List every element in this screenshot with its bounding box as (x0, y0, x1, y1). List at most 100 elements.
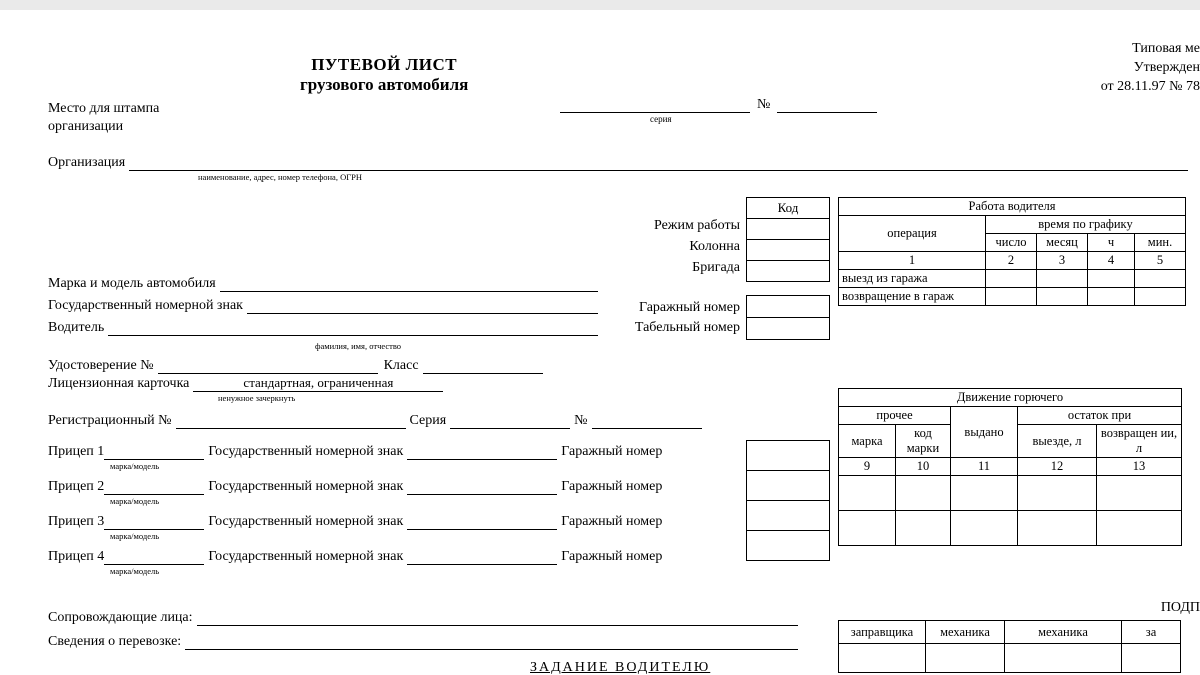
signature-table: заправщика механика механика за (838, 620, 1181, 673)
trailers-block: Прицеп 1 Государственный номерной знак Г… (48, 444, 828, 584)
code-labels: Режим работы Колонна Бригада (620, 215, 740, 278)
trailer-garage-label: Гаражный номер (557, 444, 666, 460)
trailer-label: Прицеп 3 (48, 514, 104, 530)
trailer-note: марка/модель (110, 566, 828, 576)
stamp-line1: Место для штампа (48, 100, 159, 118)
vehicle-details: Марка и модель автомобиля Государственны… (48, 276, 598, 355)
code-row-label: Бригада (620, 257, 740, 278)
lic-card-value: стандартная, ограниченная (193, 375, 443, 391)
org-sublabel: наименование, адрес, номер телефона, ОГР… (138, 172, 1188, 182)
fuel-num: 9 (839, 458, 896, 476)
fuel-num: 13 (1097, 458, 1182, 476)
operation-header: операция (839, 216, 986, 252)
trailer-garage-label: Гаражный номер (557, 549, 666, 565)
trailer-plate-label: Государственный номерной знак (204, 444, 407, 460)
title-line2: грузового автомобиля (300, 75, 468, 95)
org-label: Организация (48, 155, 129, 171)
trailer-label: Прицеп 2 (48, 479, 104, 495)
code-row-label: Режим работы (620, 215, 740, 236)
driver-work-title: Работа водителя (839, 198, 1186, 216)
typ-line1: Типовая ме (1101, 40, 1200, 59)
driver-work-table: Работа водителя операция время по график… (838, 197, 1186, 306)
fuel-col: возвращен ии, л (1097, 425, 1182, 458)
class-label: Класс (378, 358, 423, 374)
fuel-title: Движение горючего (839, 389, 1182, 407)
typ-line2: Утвержден (1101, 59, 1200, 78)
garage-no-label: Гаражный номер (600, 298, 740, 318)
sign-col: механика (1005, 621, 1122, 644)
make-model-label: Марка и модель автомобиля (48, 276, 220, 292)
cargo-info-label: Сведения о перевозке: (48, 634, 185, 650)
driver-note: фамилия, имя, отчество (118, 341, 598, 351)
trailer-garage-label: Гаражный номер (557, 479, 666, 495)
reg-no-label: Регистрационный № (48, 413, 176, 429)
lic-note: ненужное зачеркнуть (218, 393, 598, 403)
license-card-row: Лицензионная карточка стандартная, огран… (48, 376, 598, 407)
stamp-line2: организации (48, 118, 159, 136)
trailer-garage-boxes (746, 440, 830, 561)
fuel-col: марка (839, 425, 896, 458)
sign-col: за (1122, 621, 1181, 644)
top-gray-bar (0, 0, 1200, 10)
fuel-num: 11 (951, 458, 1018, 476)
accompanying-label: Сопровождающие лица: (48, 610, 197, 626)
fuel-other: прочее (839, 407, 951, 425)
col-header: ч (1088, 234, 1135, 252)
no-label: № (570, 413, 591, 429)
code-table: Код (746, 197, 830, 282)
col-num: 3 (1037, 252, 1088, 270)
organization-block: Организация наименование, адрес, номер т… (48, 155, 1188, 186)
typ-line3: от 28.11.97 № 78 (1101, 78, 1200, 97)
fuel-num: 10 (896, 458, 951, 476)
signature-title: ПОДП (1161, 600, 1200, 616)
code-header: Код (747, 198, 830, 219)
cert-label: Удостоверение № (48, 358, 158, 374)
fuel-num: 12 (1018, 458, 1097, 476)
trailer-note: марка/модель (110, 496, 828, 506)
license-cert-row: Удостоверение № Класс (48, 358, 598, 376)
waybill-form: Место для штампа организации ПУТЕВОЙ ЛИС… (0, 0, 1200, 675)
depart-row: выезд из гаража (839, 270, 986, 288)
col-num: 1 (839, 252, 986, 270)
sign-col: заправщика (839, 621, 926, 644)
trailer-note: марка/модель (110, 531, 828, 541)
trailer-label: Прицеп 1 (48, 444, 104, 460)
fuel-issued: выдано (951, 407, 1018, 458)
driver-label: Водитель (48, 320, 108, 336)
col-header: мин. (1135, 234, 1186, 252)
lic-card-label: Лицензионная карточка (48, 376, 193, 392)
sign-col: механика (926, 621, 1005, 644)
trailer-plate-label: Государственный номерной знак (204, 549, 407, 565)
code-row-label: Колонна (620, 236, 740, 257)
series-label: Серия (406, 413, 451, 429)
col-header: месяц (1037, 234, 1088, 252)
serial-row: № (560, 97, 877, 113)
no-symbol: № (757, 97, 770, 112)
time-schedule-header: время по графику (986, 216, 1186, 234)
registration-row: Регистрационный № Серия № (48, 413, 748, 431)
col-num: 5 (1135, 252, 1186, 270)
fuel-col: выезде, л (1018, 425, 1097, 458)
garage-tab-boxes (746, 295, 830, 340)
fuel-col: код марки (896, 425, 951, 458)
return-row: возвращение в гараж (839, 288, 986, 306)
col-header: число (986, 234, 1037, 252)
stamp-area: Место для штампа организации (48, 100, 159, 135)
trailer-plate-label: Государственный номерной знак (204, 514, 407, 530)
title-line1: ПУТЕВОЙ ЛИСТ (300, 55, 468, 75)
garage-tab-labels: Гаражный номер Табельный номер (600, 298, 740, 338)
plate-label: Государственный номерной знак (48, 298, 247, 314)
form-type-info: Типовая ме Утвержден от 28.11.97 № 78 (1101, 40, 1200, 97)
trailer-plate-label: Государственный номерной знак (204, 479, 407, 495)
trailer-label: Прицеп 4 (48, 549, 104, 565)
tab-no-label: Табельный номер (600, 318, 740, 338)
bottom-info: Сопровождающие лица: Сведения о перевозк… (48, 610, 798, 652)
document-title: ПУТЕВОЙ ЛИСТ грузового автомобиля (300, 55, 468, 95)
col-num: 4 (1088, 252, 1135, 270)
col-num: 2 (986, 252, 1037, 270)
serial-sublabel: серия (650, 114, 672, 124)
fuel-table: Движение горючего прочее выдано остаток … (838, 388, 1182, 546)
driver-task-title: ЗАДАНИЕ ВОДИТЕЛЮ (530, 660, 710, 675)
trailer-garage-label: Гаражный номер (557, 514, 666, 530)
fuel-remain: остаток при (1018, 407, 1182, 425)
